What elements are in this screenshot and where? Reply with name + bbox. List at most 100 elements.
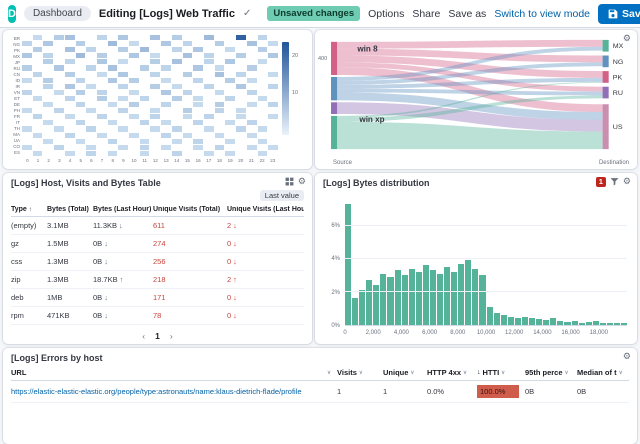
heatmap-cell[interactable] [204, 83, 214, 89]
heatmap-cell[interactable] [257, 126, 268, 132]
breadcrumb-dashboard[interactable]: Dashboard [23, 6, 91, 21]
heatmap-cell[interactable] [97, 108, 107, 113]
heatmap-cell[interactable] [22, 72, 32, 77]
sankey-chart[interactable]: MX NG PK RU US win 8 win xp [329, 36, 633, 153]
heatmap-cell[interactable] [108, 59, 118, 64]
heatmap-cell[interactable] [193, 72, 203, 77]
heatmap-cell[interactable] [193, 65, 204, 71]
sankey-link[interactable] [337, 67, 603, 113]
heatmap-cell[interactable] [268, 108, 278, 113]
heatmap-cell[interactable] [118, 65, 128, 70]
heatmap-cell[interactable] [75, 102, 86, 108]
heatmap-cell[interactable] [107, 120, 118, 126]
heatmap-cell[interactable] [97, 84, 107, 89]
heatmap-cell[interactable] [214, 65, 225, 71]
space-avatar[interactable]: D [8, 4, 16, 23]
heatmap-cell[interactable] [204, 41, 214, 46]
heatmap-cell[interactable] [268, 35, 278, 40]
heatmap-cell[interactable] [140, 102, 150, 107]
column-header[interactable]: Unique Visits (Last Hour) [227, 206, 304, 213]
heatmap-cell[interactable] [161, 59, 171, 64]
heatmap-cell[interactable] [33, 126, 43, 131]
heatmap-cell[interactable] [118, 90, 128, 95]
save-button[interactable]: Save [598, 3, 640, 24]
heatmap-cell[interactable] [22, 53, 32, 59]
heatmap-cell[interactable] [204, 150, 214, 156]
heatmap-cell[interactable] [129, 72, 139, 77]
heatmap-cell[interactable] [172, 53, 182, 58]
heatmap-cell[interactable] [86, 83, 96, 89]
heatmap-cell[interactable] [76, 133, 86, 138]
heatmap-cell[interactable] [150, 78, 160, 83]
heatmap-cell[interactable] [257, 59, 268, 65]
heatmap-cell[interactable] [246, 89, 257, 95]
heatmap-cell[interactable] [171, 83, 182, 89]
heatmap-cell[interactable] [182, 132, 193, 138]
heatmap-cell[interactable] [247, 108, 257, 113]
heatmap-cell[interactable] [76, 47, 86, 52]
heatmap-cell[interactable] [247, 35, 257, 40]
heatmap-cell[interactable] [183, 96, 193, 101]
heatmap-cell[interactable] [65, 145, 75, 150]
heatmap-cell[interactable] [246, 41, 257, 47]
heatmap-cell[interactable] [107, 102, 118, 108]
heatmap-cell[interactable] [236, 41, 246, 46]
heatmap-cell[interactable] [43, 133, 53, 138]
heatmap-cell[interactable] [247, 114, 257, 119]
heatmap-cell[interactable] [64, 47, 75, 53]
heatmap-cell[interactable] [214, 89, 225, 95]
heatmap-cell[interactable] [86, 108, 96, 114]
heatmap-cell[interactable] [129, 59, 139, 64]
heatmap-cell[interactable] [54, 89, 64, 95]
heatmap-cell[interactable] [33, 65, 43, 70]
heatmap-cell[interactable] [32, 47, 43, 53]
heatmap-cell[interactable] [247, 96, 257, 101]
heatmap-cell[interactable] [43, 102, 54, 108]
heatmap-cell[interactable] [204, 133, 214, 138]
sankey-link[interactable] [337, 81, 603, 118]
heatmap-cell[interactable] [43, 72, 53, 77]
heatmap-cell[interactable] [76, 145, 86, 150]
heatmap-cell[interactable] [183, 35, 193, 40]
gear-icon[interactable]: ⚙ [622, 33, 631, 43]
heatmap-cell[interactable] [225, 133, 235, 138]
heatmap-cell[interactable] [140, 35, 150, 40]
heatmap-cell[interactable] [43, 108, 53, 113]
heatmap-cell[interactable] [108, 90, 118, 95]
heatmap-cell[interactable] [236, 133, 246, 138]
heatmap-cell[interactable] [108, 133, 118, 138]
heatmap-cell[interactable] [65, 108, 75, 113]
heatmap-cell[interactable] [161, 132, 171, 138]
options-button[interactable]: Options [368, 7, 405, 20]
heatmap-cell[interactable] [129, 120, 139, 125]
heatmap-cell[interactable] [172, 133, 182, 138]
column-header[interactable]: Visits ∨ [337, 368, 383, 377]
heatmap-cell[interactable] [129, 77, 139, 83]
heatmap-cell[interactable] [75, 53, 86, 59]
heatmap-cell[interactable] [246, 144, 257, 150]
heatmap-cell[interactable] [64, 114, 75, 120]
heatmap-cell[interactable] [108, 126, 118, 131]
hist-bar[interactable] [394, 270, 401, 325]
heatmap-cell[interactable] [129, 53, 139, 59]
heatmap-cell[interactable] [54, 59, 64, 64]
heatmap-cell[interactable] [225, 95, 236, 102]
heatmap-cell[interactable] [268, 83, 278, 89]
heatmap-cell[interactable] [204, 72, 214, 77]
hist-bar[interactable] [507, 316, 514, 325]
heatmap-cell[interactable] [96, 114, 107, 120]
heatmap-cell[interactable] [236, 47, 246, 52]
heatmap-cell[interactable] [107, 150, 118, 156]
heatmap-cell[interactable] [96, 95, 107, 102]
heatmap-cell[interactable] [150, 35, 161, 41]
heatmap-cell[interactable] [183, 65, 193, 70]
heatmap-cell[interactable] [118, 102, 128, 107]
heatmap-cell[interactable] [43, 151, 53, 156]
heatmap-cell[interactable] [193, 53, 203, 58]
heatmap-cell[interactable] [193, 47, 204, 53]
column-header[interactable]: Bytes (Total) [47, 206, 93, 213]
hist-bar[interactable] [592, 320, 599, 325]
heatmap-cell[interactable] [97, 65, 107, 70]
sankey-dest-node[interactable] [602, 39, 609, 52]
heatmap-cell[interactable] [258, 53, 268, 58]
